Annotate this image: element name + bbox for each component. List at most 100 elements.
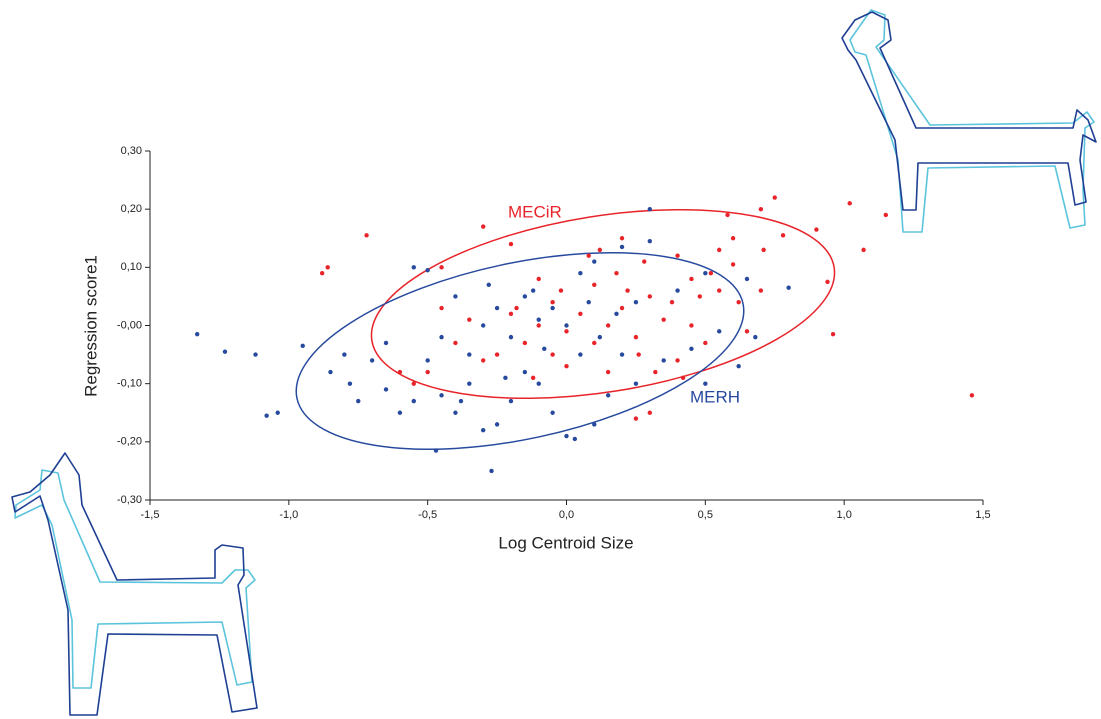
point — [325, 265, 330, 270]
point — [564, 323, 569, 328]
x-tick-label: -0,5 — [418, 509, 437, 521]
point — [689, 276, 694, 282]
point — [222, 349, 228, 354]
point — [586, 300, 591, 305]
point — [772, 195, 777, 200]
point — [633, 381, 639, 386]
point — [508, 398, 514, 404]
point — [439, 334, 444, 340]
point — [703, 340, 708, 346]
point — [689, 346, 694, 351]
point — [425, 358, 430, 363]
point — [847, 201, 852, 206]
point — [411, 381, 416, 386]
series-label: MECiR — [508, 202, 562, 221]
point — [508, 311, 514, 317]
point — [647, 410, 652, 415]
point — [503, 375, 508, 381]
point — [592, 422, 597, 427]
point — [736, 364, 741, 369]
point — [530, 288, 536, 293]
point — [494, 305, 500, 311]
point — [494, 422, 500, 427]
point — [522, 369, 528, 375]
point — [522, 340, 528, 346]
point — [761, 247, 766, 253]
point — [780, 233, 786, 238]
point — [494, 352, 500, 357]
point — [536, 276, 541, 282]
point — [730, 236, 736, 241]
x-tick-label: 1,0 — [837, 509, 852, 521]
point — [558, 288, 564, 293]
point — [717, 288, 722, 293]
point — [467, 317, 472, 322]
point — [467, 381, 472, 386]
point — [536, 381, 541, 386]
point — [264, 413, 269, 418]
x-axis-title: Log Centroid Size — [498, 533, 633, 552]
point — [467, 352, 472, 357]
point — [758, 206, 764, 212]
point — [717, 329, 722, 334]
point — [578, 311, 583, 317]
point — [439, 305, 444, 311]
point — [680, 375, 686, 381]
point — [425, 268, 430, 273]
point — [619, 352, 625, 357]
point — [453, 410, 458, 415]
point — [397, 369, 403, 375]
point — [453, 294, 458, 299]
point — [383, 340, 389, 346]
point — [969, 393, 975, 398]
y-tick-label: 0,10 — [121, 261, 142, 273]
y-tick-label: -0,30 — [117, 494, 142, 506]
y-tick-label: -0,00 — [117, 319, 142, 331]
point — [633, 334, 639, 340]
x-tick-label: -1,5 — [141, 509, 160, 521]
point — [481, 428, 486, 433]
shape-top-right — [841, 9, 1097, 233]
point — [550, 352, 555, 357]
point — [300, 343, 305, 349]
point — [508, 241, 514, 247]
point — [439, 393, 444, 398]
point — [522, 294, 528, 299]
point — [675, 253, 680, 258]
point — [397, 410, 403, 415]
point — [542, 346, 547, 351]
point — [486, 282, 491, 287]
point — [814, 227, 819, 232]
point — [592, 259, 597, 264]
point — [647, 238, 652, 244]
point — [364, 233, 369, 238]
point — [253, 352, 258, 357]
point — [481, 323, 486, 328]
point — [578, 352, 583, 357]
point — [564, 364, 569, 369]
x-tick-label: 1,5 — [975, 509, 990, 521]
point — [564, 433, 569, 439]
point — [458, 398, 464, 404]
point — [614, 311, 619, 317]
point — [669, 300, 675, 305]
point — [830, 332, 836, 337]
point — [536, 317, 541, 322]
point — [675, 288, 680, 293]
point — [425, 369, 430, 375]
point — [597, 247, 603, 253]
point — [675, 358, 680, 363]
point — [411, 265, 416, 270]
point — [597, 334, 603, 340]
point — [703, 270, 708, 276]
point — [636, 352, 641, 357]
x-tick-label: 0,5 — [698, 509, 713, 521]
point — [619, 244, 625, 250]
point — [619, 236, 625, 241]
point — [744, 329, 750, 334]
point — [605, 323, 611, 328]
point — [572, 436, 578, 442]
point — [633, 300, 639, 305]
point — [642, 259, 647, 264]
